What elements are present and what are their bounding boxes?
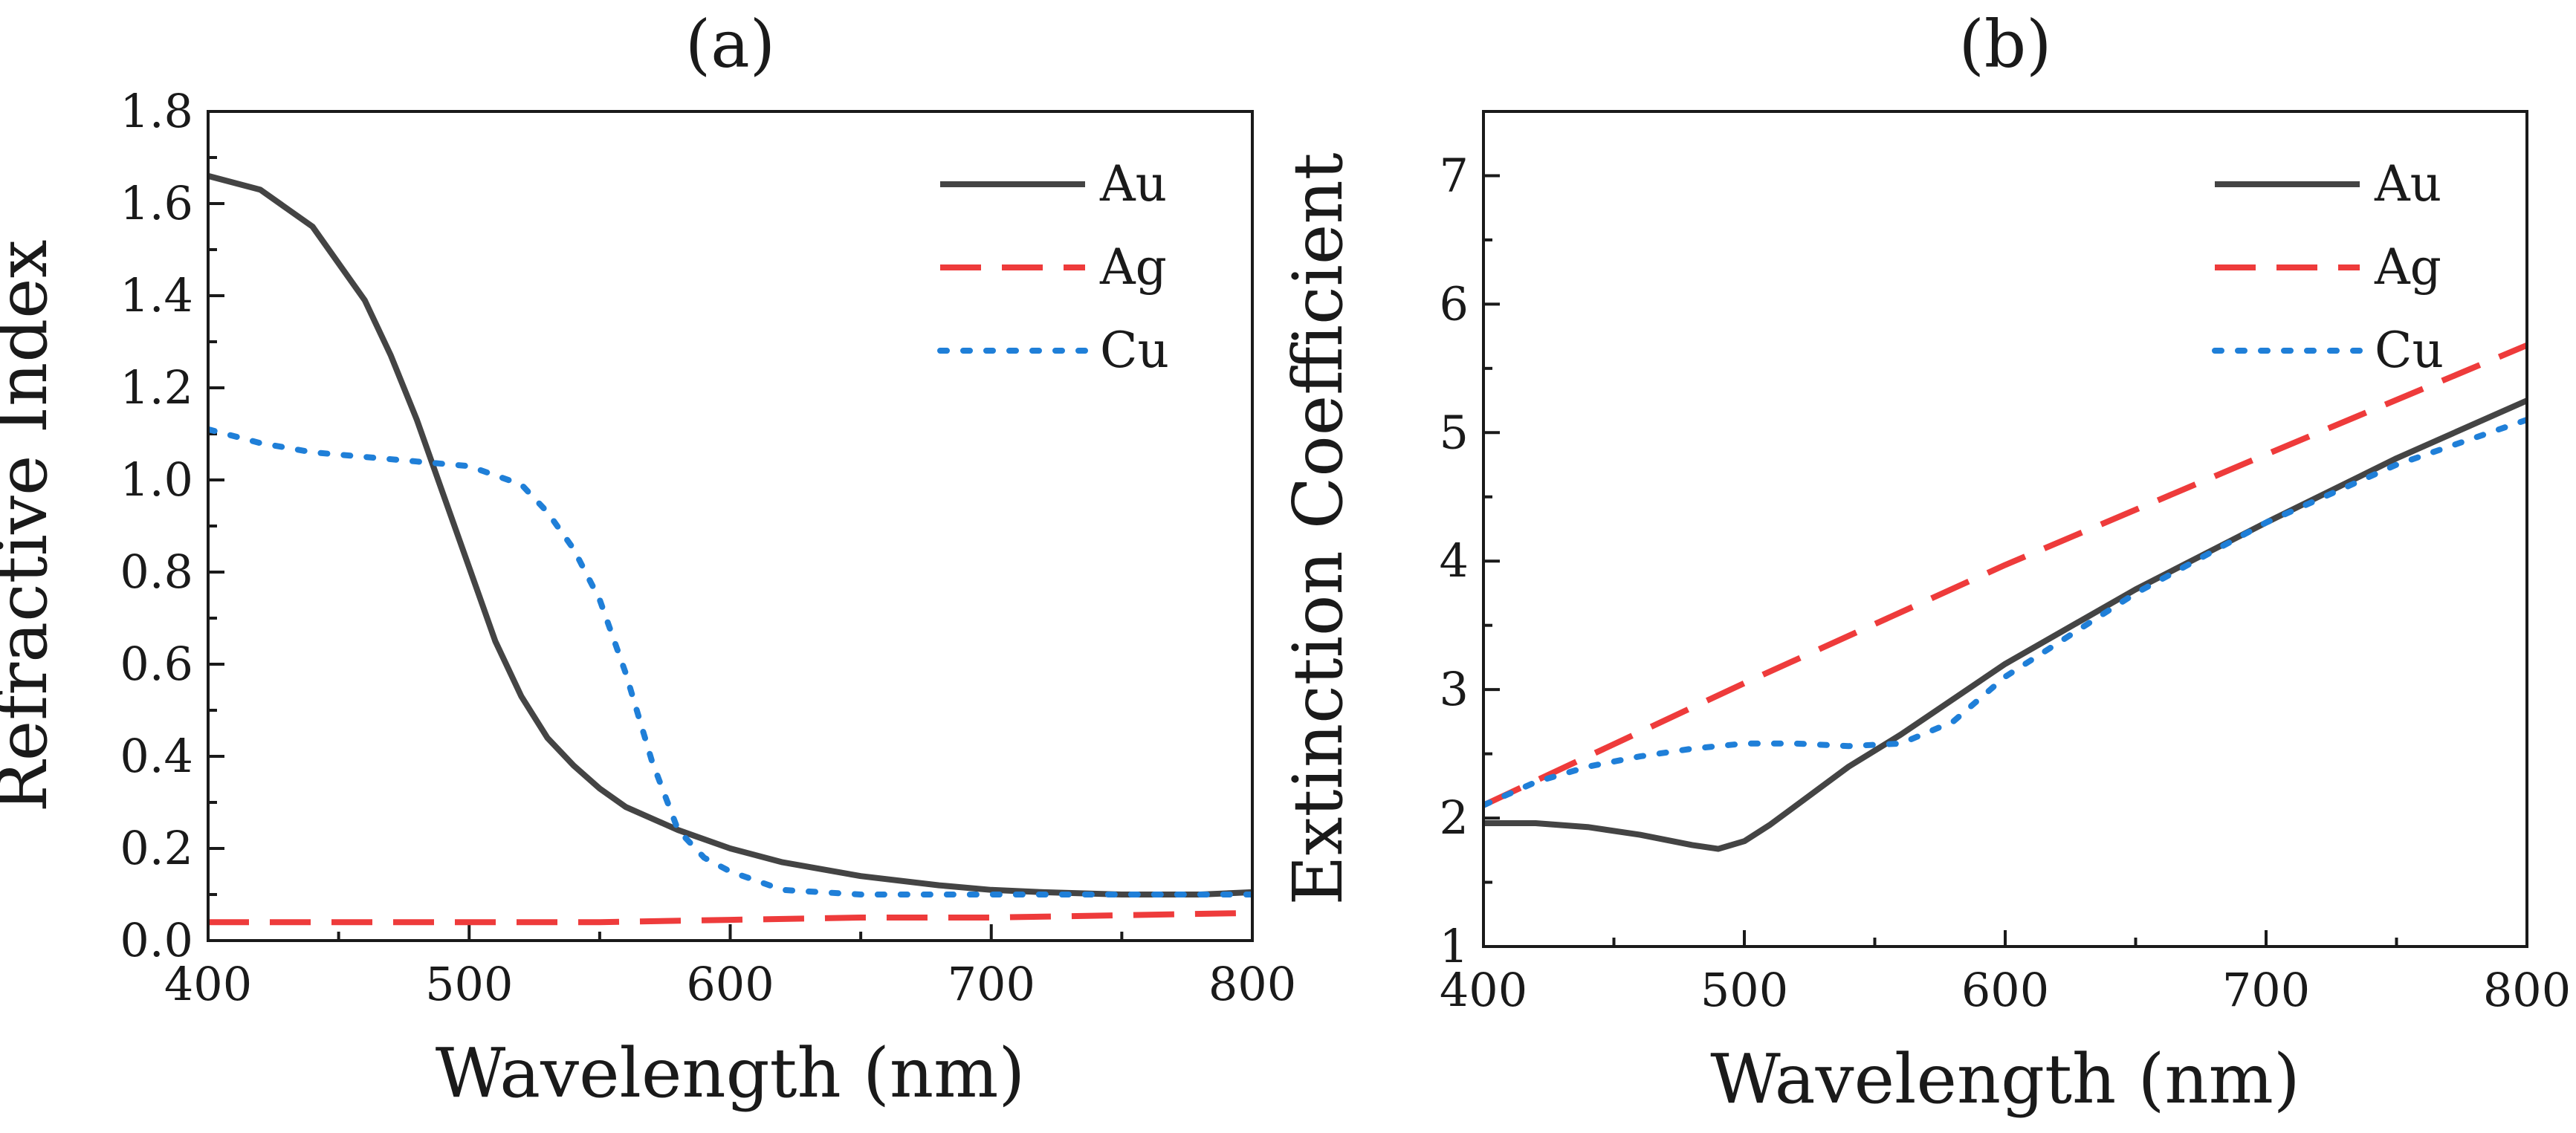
plot-frame (1482, 110, 2528, 948)
x-tick-label: 400 (164, 957, 252, 1011)
x-tick-label: 700 (948, 957, 1035, 1011)
y-tick-label: 0.4 (120, 729, 193, 783)
y-tick-label: 1.8 (120, 84, 193, 138)
y-tick-label: 0.0 (120, 913, 193, 967)
y-tick-label: 5 (1440, 405, 1469, 459)
legend-label-ag: Ag (2374, 238, 2441, 296)
series-line-ag (1483, 343, 2527, 808)
panel-a: (a) 400 500 600 700 800 0.0 0.2 0.4 0.6 0.8 1.0 1.2 1… (0, 6, 1296, 1113)
panel-label: (b) (1959, 6, 2052, 82)
y-tick-label: 1.2 (120, 360, 193, 415)
series-line-au (1483, 397, 2527, 852)
x-tick-label: 600 (1961, 963, 2049, 1017)
y-axis-title: Extinction Coefficient (1278, 152, 1358, 905)
y-tick-label: 6 (1440, 276, 1469, 331)
legend-label-ag: Ag (1099, 238, 1167, 296)
y-tick-label: 0.6 (120, 637, 193, 691)
series-line-au (208, 172, 1252, 897)
y-tick-label: 1.0 (120, 452, 193, 507)
y-tick-label: 0.8 (120, 545, 193, 599)
x-tick-label: 400 (1440, 963, 1527, 1017)
y-tick-label: 7 (1440, 148, 1469, 202)
y-tick-label: 1 (1440, 919, 1469, 973)
y-tick-label: 3 (1440, 662, 1469, 716)
series-line-cu (208, 426, 1252, 897)
panel-label: (a) (685, 6, 775, 82)
x-tick-label: 500 (425, 957, 513, 1011)
y-tick-label: 0.2 (120, 821, 193, 875)
legend-label-cu: Cu (1100, 322, 1169, 379)
x-tick-label: 800 (2483, 963, 2571, 1017)
plot-frame (207, 110, 1254, 942)
y-axis-title: Refractive Index (0, 240, 62, 813)
legend-label-cu: Cu (2375, 322, 2444, 379)
y-tick-label: 2 (1440, 790, 1469, 845)
x-tick-label: 600 (686, 957, 774, 1011)
x-tick-label: 700 (2222, 963, 2310, 1017)
y-tick-label: 4 (1440, 533, 1469, 588)
x-axis-title: Wavelength (nm) (436, 1033, 1026, 1113)
legend-label-au: Au (1099, 155, 1167, 212)
legend-label-au: Au (2374, 155, 2441, 212)
panel-b: (b) 400 500 600 700 800 1 2 3 4 5 6 7 Wavelength (nm)… (1278, 6, 2571, 1119)
x-axis-title: Wavelength (nm) (1710, 1039, 2300, 1119)
series-line-ag (208, 909, 1252, 926)
x-tick-label: 500 (1700, 963, 1788, 1017)
x-tick-label: 800 (1208, 957, 1296, 1011)
y-tick-label: 1.6 (120, 176, 193, 230)
series-line-cu (1483, 417, 2527, 808)
y-tick-label: 1.4 (120, 268, 193, 322)
